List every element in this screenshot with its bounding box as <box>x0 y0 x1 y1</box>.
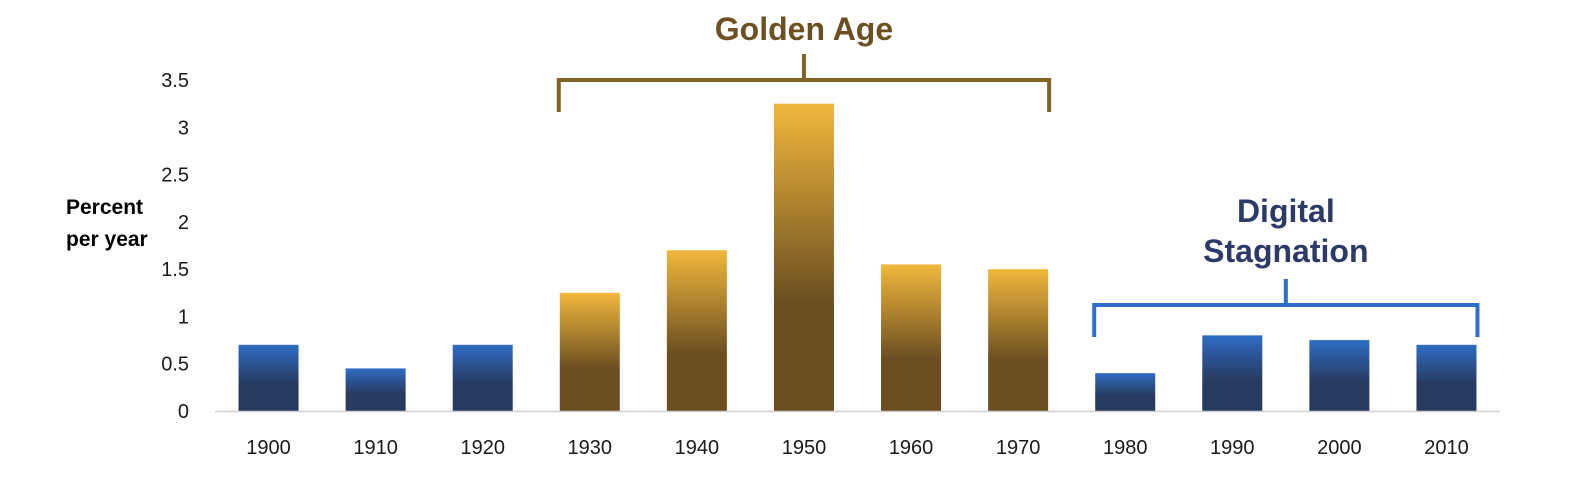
y-tick-label: 1 <box>178 306 189 328</box>
x-tick-label: 1920 <box>460 437 505 459</box>
y-tick-label: 3.5 <box>161 70 189 92</box>
y-tick-label: 0.5 <box>161 354 189 376</box>
x-tick-label: 1940 <box>675 437 720 459</box>
y-tick-label: 0 <box>178 401 189 423</box>
annotation-label-line: Stagnation <box>1203 233 1368 269</box>
x-tick-label: 1910 <box>353 437 398 459</box>
annotation-label-line: Golden Age <box>715 11 893 47</box>
x-tick-label: 2000 <box>1317 437 1362 459</box>
x-tick-label: 1990 <box>1210 437 1255 459</box>
bar-1980 <box>1095 373 1156 411</box>
annotation-label-line: Digital <box>1237 193 1335 229</box>
annotation-label-digital-stagnation: Digital Stagnation <box>1203 193 1368 269</box>
y-axis-label: Percent per year <box>66 196 148 251</box>
y-axis-ticks: 0 0.5 1 1.5 2 2.5 3 3.5 <box>161 70 189 423</box>
x-tick-label: 1970 <box>996 437 1041 459</box>
bar-1960 <box>881 264 942 411</box>
bar-1990 <box>1202 335 1263 411</box>
bar-2010 <box>1416 344 1477 411</box>
bar-1930 <box>559 292 620 411</box>
x-tick-label: 1980 <box>1103 437 1148 459</box>
bar-2000 <box>1309 340 1370 411</box>
y-tick-label: 2 <box>178 212 189 234</box>
y-tick-label: 1.5 <box>161 259 189 281</box>
bracket-digital-stagnation <box>1092 279 1480 337</box>
x-tick-label: 1930 <box>568 437 613 459</box>
annotations: Golden Age Digital Stagnation <box>556 11 1480 337</box>
x-tick-label: 1950 <box>782 437 827 459</box>
x-tick-label: 1960 <box>889 437 934 459</box>
bar-1910 <box>345 368 406 411</box>
bar-1940 <box>666 250 727 411</box>
annotation-label-golden-age: Golden Age <box>715 11 893 47</box>
bracket-golden-age <box>556 54 1052 112</box>
y-axis-label-line: per year <box>66 228 148 251</box>
bar-1950 <box>773 103 834 412</box>
y-tick-label: 2.5 <box>161 165 189 187</box>
x-tick-label: 1900 <box>246 437 291 459</box>
bars <box>238 103 1477 412</box>
y-axis-label-line: Percent <box>66 196 143 219</box>
bar-1920 <box>452 344 513 411</box>
y-tick-label: 3 <box>178 117 189 139</box>
bar-1970 <box>988 269 1049 411</box>
bar-1900 <box>238 344 299 411</box>
x-tick-label: 2010 <box>1424 437 1469 459</box>
x-axis-ticks: 1900 1910 1920 1930 1940 1950 1960 1970 1980 1990… <box>246 437 1468 459</box>
